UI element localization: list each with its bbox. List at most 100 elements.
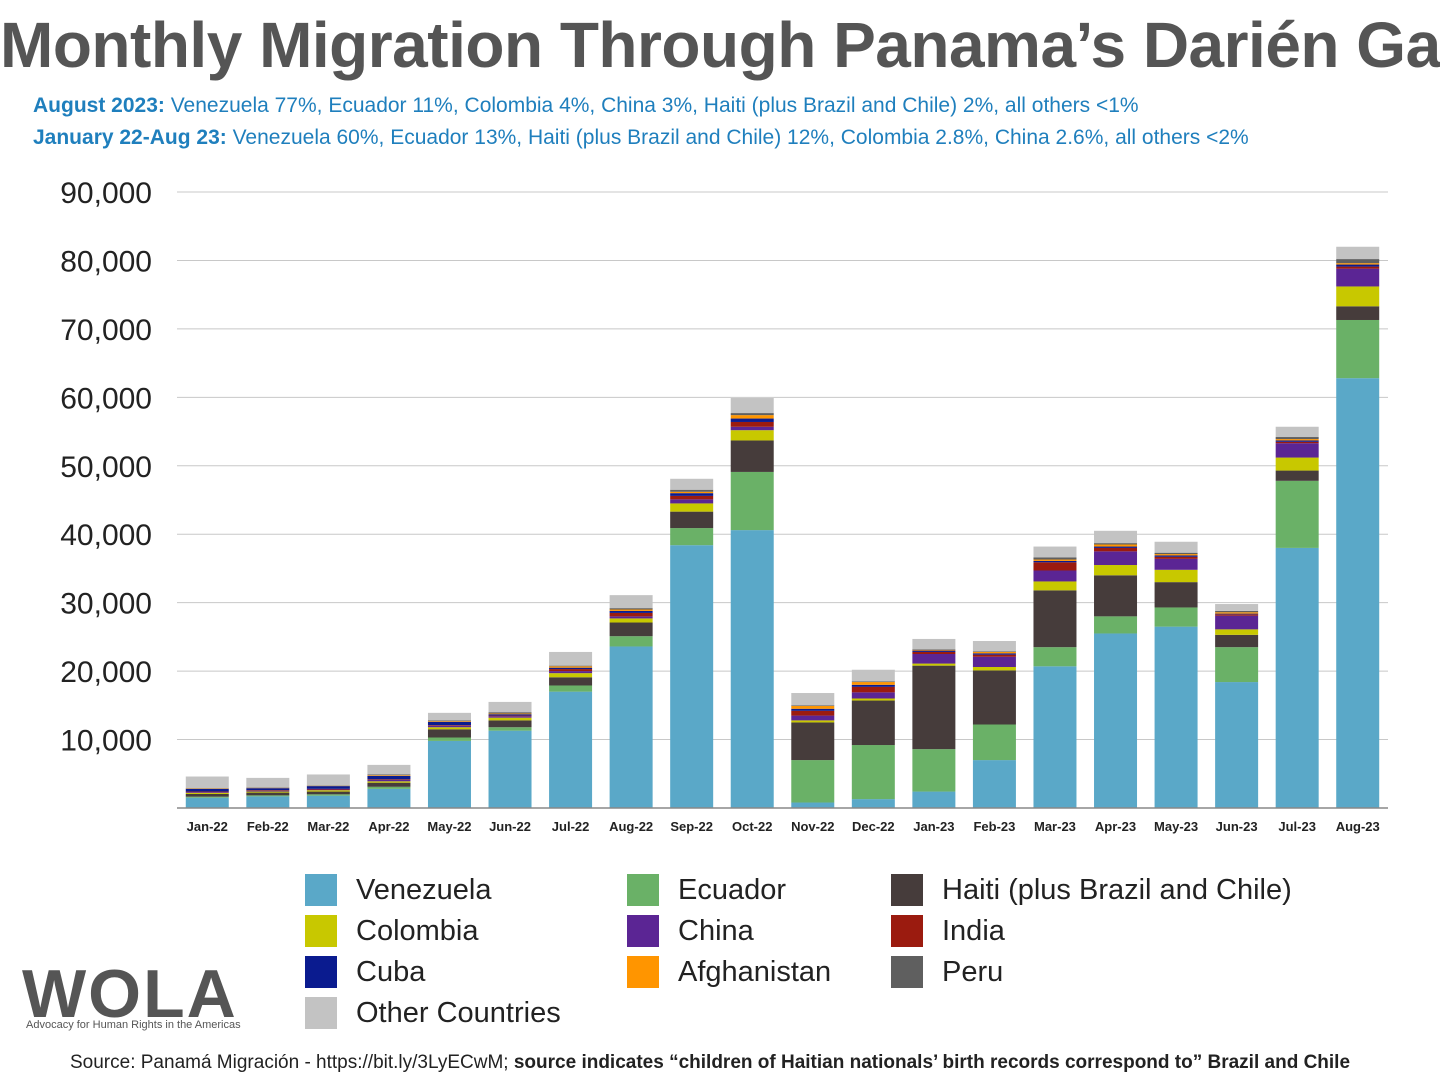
- bar-segment: [730, 471, 774, 531]
- bar-segment: [549, 665, 593, 667]
- bar-segment: [367, 781, 411, 783]
- bar-segment: [1033, 581, 1077, 591]
- bar-segment: [367, 775, 411, 780]
- legend-item: Haiti (plus Brazil and Chile): [891, 872, 1292, 908]
- bar-segment: [1094, 547, 1138, 552]
- subtitle-text: Venezuela 77%, Ecuador 11%, Colombia 4%,…: [164, 94, 1139, 117]
- bar-segment: [1275, 443, 1319, 458]
- x-tick-label: May-22: [427, 819, 471, 834]
- bar-segment: [1275, 437, 1319, 440]
- bar-segment: [851, 681, 895, 683]
- bar-segment: [488, 712, 532, 714]
- subtitle-lead: January 22-Aug 23:: [33, 126, 227, 149]
- bar-segment: [1094, 544, 1138, 547]
- legend-item: Colombia: [305, 913, 479, 949]
- bar-segment: [246, 796, 290, 808]
- bar-segment: [912, 638, 956, 650]
- legend-swatch: [627, 915, 659, 947]
- bar-segment: [670, 528, 714, 546]
- x-tick-label: Jun-23: [1216, 819, 1258, 834]
- x-tick-label: Mar-23: [1034, 819, 1076, 834]
- bar-segment: [1154, 582, 1198, 608]
- bar-segment: [851, 692, 895, 699]
- bar-segment: [972, 656, 1016, 668]
- bar-segment: [1275, 441, 1319, 444]
- bar-segment: [791, 760, 835, 803]
- bar-segment: [912, 663, 956, 666]
- bar-segment: [972, 724, 1016, 761]
- bar-segment: [367, 788, 411, 808]
- bar-segment: [1215, 634, 1259, 648]
- bar-segment: [1336, 268, 1380, 287]
- bar-segment: [1215, 612, 1259, 614]
- bar-segment: [1033, 557, 1077, 560]
- bar-segment: [246, 792, 290, 796]
- bar-segment: [851, 684, 895, 687]
- logo-wordmark: WOLA: [22, 956, 238, 1032]
- x-tick-label: Feb-23: [973, 819, 1015, 834]
- bar-segment: [609, 618, 653, 623]
- legend-label: Peru: [942, 955, 1004, 988]
- bar-segment: [1154, 556, 1198, 559]
- x-tick-label: Apr-22: [368, 819, 409, 834]
- bar-segment: [185, 793, 229, 797]
- subtitle-august-2023: August 2023: Venezuela 77%, Ecuador 11%,…: [33, 94, 1139, 118]
- bar-segment: [549, 677, 593, 686]
- bar-segment: [549, 669, 593, 672]
- bar-segment: [851, 669, 895, 682]
- bar-segment: [1094, 616, 1138, 634]
- x-tick-label: Jul-23: [1278, 819, 1316, 834]
- chart-legend: Venezuela Ecuador Haiti (plus Brazil and C…: [305, 872, 1425, 1042]
- legend-label: India: [942, 914, 1005, 947]
- bar-segment: [1215, 613, 1259, 615]
- bar-segment: [549, 685, 593, 692]
- bar-segment: [367, 779, 411, 782]
- bar-segment: [670, 478, 714, 490]
- bar-segment: [427, 725, 471, 726]
- bar-segment: [912, 665, 956, 750]
- bar-segment: [488, 720, 532, 728]
- bar-segment: [1215, 682, 1259, 808]
- bar-segment: [427, 727, 471, 730]
- legend-item: China: [627, 913, 754, 949]
- bar-segment: [185, 791, 229, 793]
- bar-segment: [427, 729, 471, 738]
- legend-swatch: [627, 956, 659, 988]
- legend-item: India: [891, 913, 1005, 949]
- bar-segment: [488, 701, 532, 713]
- bar-segment: [1215, 604, 1259, 611]
- bar-segment: [851, 745, 895, 800]
- bar-segment: [488, 715, 532, 717]
- y-tick-label: 60,000: [60, 382, 152, 415]
- bar-segment: [185, 788, 229, 792]
- chart-title: Monthly Migration Through Panama’s Darié…: [0, 9, 1440, 81]
- x-tick-label: May-23: [1154, 819, 1198, 834]
- bar-segment: [1215, 610, 1259, 613]
- bar-segment: [1336, 319, 1380, 379]
- bar-segment: [912, 651, 956, 654]
- bar-segment: [1154, 555, 1198, 557]
- legend-swatch: [305, 874, 337, 906]
- bar-segment: [912, 791, 956, 808]
- bar-segment: [1154, 569, 1198, 583]
- bar-segment: [1094, 575, 1138, 617]
- bar-segment: [730, 418, 774, 422]
- bar-segment: [1154, 552, 1198, 555]
- legend-swatch: [305, 915, 337, 947]
- y-tick-label: 70,000: [60, 314, 152, 347]
- bar-segment: [246, 777, 290, 788]
- bar-segment: [427, 712, 471, 721]
- bar-segment: [1336, 378, 1380, 808]
- bar-segment: [1033, 666, 1077, 808]
- bar-segment: [912, 654, 956, 664]
- bar-segment: [609, 636, 653, 647]
- stacked-bar-chart: 10,000 20,000 30,000 40,000 50,000 60,000 70,0…: [60, 177, 1388, 834]
- bar-segment: [549, 667, 593, 670]
- x-tick-label: Jan-22: [187, 819, 228, 834]
- bar-segment: [306, 786, 350, 789]
- bar-segment: [670, 499, 714, 504]
- y-tick-label: 10,000: [60, 725, 152, 758]
- bar-segment: [791, 710, 835, 716]
- bar-segment: [1215, 647, 1259, 683]
- bar-segment: [609, 608, 653, 610]
